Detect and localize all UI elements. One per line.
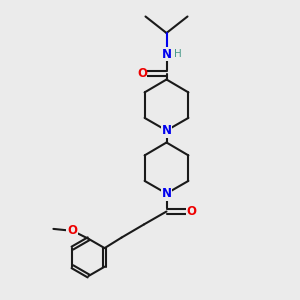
Text: N: N xyxy=(161,124,172,137)
Text: N: N xyxy=(161,47,172,61)
Text: O: O xyxy=(137,67,147,80)
Text: H: H xyxy=(174,49,182,59)
Text: O: O xyxy=(67,224,77,237)
Text: O: O xyxy=(186,205,196,218)
Text: N: N xyxy=(161,187,172,200)
